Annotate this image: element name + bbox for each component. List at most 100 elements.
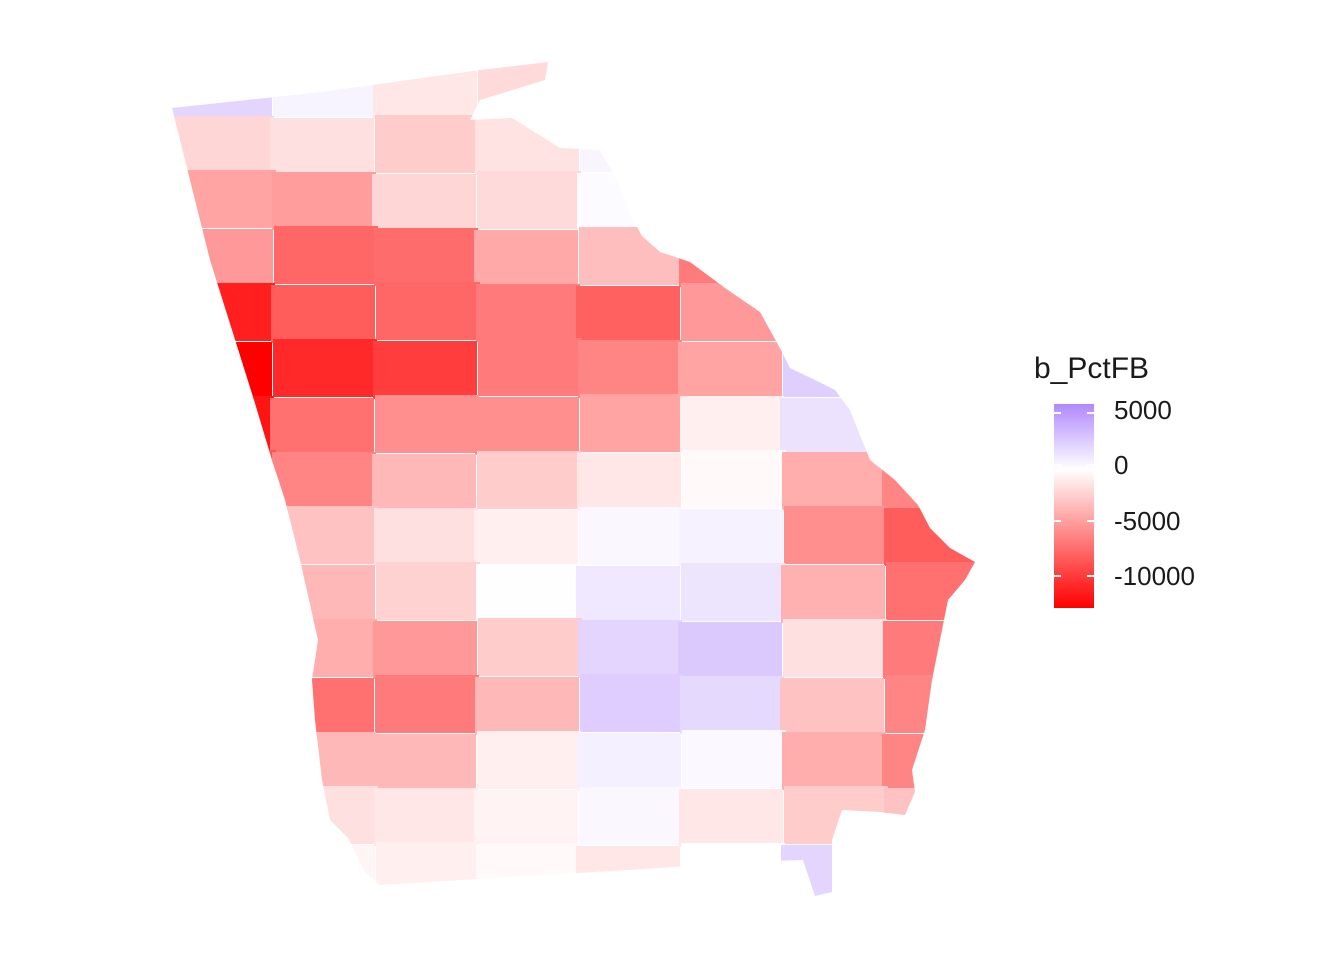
legend-label-minus-5000: -5000 (1114, 506, 1181, 536)
county-region (578, 620, 682, 678)
county-region (886, 562, 975, 620)
county-region (783, 619, 887, 677)
county-region (681, 283, 785, 341)
county-region (374, 508, 478, 566)
county-region (883, 341, 975, 399)
county-region (580, 674, 684, 732)
county-region (273, 62, 377, 117)
county-region (580, 394, 684, 452)
county-region (172, 62, 272, 120)
county-region (678, 62, 782, 120)
county-region (681, 843, 785, 896)
county-region (476, 284, 580, 342)
county-region (576, 286, 680, 344)
county-region (780, 398, 884, 456)
county-region (373, 621, 477, 679)
legend-label-0: 0 (1114, 450, 1129, 480)
county-region (475, 397, 579, 455)
county-region (172, 789, 273, 847)
county-region (784, 226, 888, 284)
county-region (172, 342, 272, 400)
legend-colorbar (1054, 404, 1094, 608)
county-region (576, 846, 680, 896)
county-region (782, 452, 886, 510)
county-region (782, 732, 886, 790)
county-region (782, 172, 886, 230)
county-region (882, 734, 975, 792)
county-region (271, 565, 375, 623)
county-region (781, 285, 885, 343)
county-region (679, 509, 783, 567)
county-region (680, 676, 784, 734)
county-region (580, 114, 684, 172)
county-region (375, 675, 479, 733)
county-region (271, 285, 375, 343)
county-region (682, 170, 786, 228)
county-region (886, 842, 975, 896)
county-region (577, 453, 681, 511)
county-region (172, 843, 275, 896)
county-region (474, 230, 578, 288)
county-region (679, 229, 783, 287)
county-region (882, 454, 975, 512)
county-region (376, 282, 480, 340)
county-region (271, 845, 375, 896)
county-region (375, 395, 479, 453)
county-region (477, 171, 581, 229)
county-region (172, 396, 274, 454)
county-region (578, 62, 682, 118)
county-region (270, 398, 374, 456)
county-region (882, 174, 975, 232)
county-region (576, 566, 680, 624)
county-region (475, 117, 579, 175)
county-region (375, 115, 479, 173)
county-region (172, 622, 272, 680)
county-region (579, 507, 683, 565)
county-region (474, 510, 578, 568)
county-region (578, 340, 682, 398)
county-region (478, 618, 582, 676)
county-region (885, 675, 975, 733)
county-region (172, 229, 273, 287)
county-region (781, 565, 885, 623)
county-region (272, 452, 376, 510)
county-region (680, 396, 784, 454)
county-region (273, 619, 377, 677)
county-region (678, 342, 782, 400)
county-region (270, 678, 374, 736)
county-region (477, 451, 581, 509)
county-region (884, 508, 975, 566)
county-region (579, 787, 683, 845)
county-region (475, 677, 579, 735)
county-region (172, 676, 274, 734)
county-region (477, 731, 581, 789)
county-region (784, 506, 888, 564)
county-region (682, 730, 786, 788)
county-region (172, 450, 276, 508)
county-region (681, 563, 785, 621)
county-region (374, 788, 478, 846)
county-region (372, 734, 476, 792)
county-region (376, 562, 480, 620)
county-region (780, 118, 884, 176)
county-region (476, 564, 580, 622)
county-region (274, 786, 378, 844)
county-region (373, 62, 477, 119)
county-region (272, 172, 376, 230)
legend: b_PctFB 5000 0 -5000 -10000 (1034, 352, 1234, 622)
county-region (784, 786, 888, 844)
county-region (883, 62, 975, 119)
legend-label-minus-10000: -10000 (1114, 561, 1195, 591)
county-region (172, 509, 273, 567)
county-region (783, 339, 887, 397)
county-region (172, 170, 276, 228)
county-region (274, 226, 378, 284)
county-region (372, 174, 476, 232)
county-region (376, 842, 480, 896)
county-region (886, 282, 975, 340)
county-region (883, 621, 975, 679)
county-region (577, 173, 681, 231)
county-region (577, 733, 681, 791)
county-region (273, 339, 377, 397)
